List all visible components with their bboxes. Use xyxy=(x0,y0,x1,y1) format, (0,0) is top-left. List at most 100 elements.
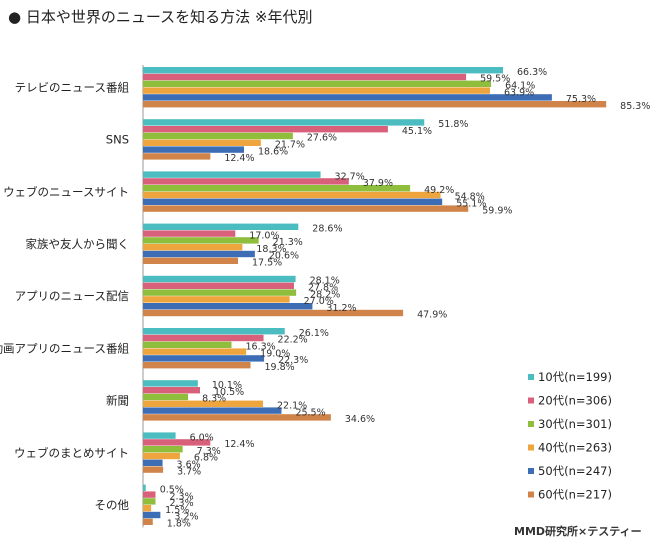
data-label: 17.5% xyxy=(252,258,282,269)
bar xyxy=(143,452,180,460)
source-credit: MMD研究所×テスティー xyxy=(514,525,642,538)
bar xyxy=(143,230,236,237)
legend-label: 20代(n=306) xyxy=(538,394,612,408)
data-label: 3.2% xyxy=(174,512,198,523)
data-label: 25.5% xyxy=(295,407,325,418)
bar xyxy=(143,237,259,244)
bar xyxy=(143,491,156,498)
legend-label: 30代(n=301) xyxy=(538,417,612,431)
data-label: 12.4% xyxy=(224,439,254,450)
legend-label: 40代(n=263) xyxy=(538,441,612,455)
data-label: 59.9% xyxy=(482,205,512,216)
data-label: 3.7% xyxy=(177,466,201,477)
bar xyxy=(143,178,349,185)
bar xyxy=(143,498,156,505)
legend-label: 50代(n=247) xyxy=(538,464,612,478)
bar xyxy=(143,119,425,126)
bar xyxy=(143,328,285,335)
bar xyxy=(143,466,164,473)
data-label: 1.5% xyxy=(165,505,189,516)
bar xyxy=(143,518,153,525)
category-label: アプリのニュース配信 xyxy=(15,289,129,303)
data-label: 28.2% xyxy=(310,289,340,300)
data-label: 18.6% xyxy=(258,146,288,157)
data-label: 8.3% xyxy=(202,394,226,405)
legend-swatch xyxy=(528,374,534,380)
data-label: 0.5% xyxy=(160,485,184,496)
data-label: 28.6% xyxy=(312,224,342,235)
bar xyxy=(143,73,467,81)
data-label: 27.8% xyxy=(308,283,338,294)
bar xyxy=(143,146,244,153)
data-label: 1.8% xyxy=(167,519,191,530)
bar xyxy=(143,80,492,87)
bar xyxy=(143,205,469,212)
bar xyxy=(143,439,211,446)
data-label: 27.6% xyxy=(307,133,337,144)
data-label: 85.3% xyxy=(620,101,650,112)
bar xyxy=(143,362,251,369)
chart-title: ● 日本や世界のニュースを知る方法 ※年代別 xyxy=(8,8,313,26)
bar xyxy=(143,296,290,303)
category-label: 新聞 xyxy=(106,394,129,408)
bar xyxy=(143,126,388,133)
data-label: 17.0% xyxy=(249,230,279,241)
bar xyxy=(143,432,176,439)
bar xyxy=(143,387,201,394)
data-label: 47.9% xyxy=(417,310,447,321)
bar xyxy=(143,407,282,414)
data-label: 59.5% xyxy=(480,74,510,85)
category-label: ウェブのニュースサイト xyxy=(3,185,129,199)
data-label: 55.1% xyxy=(456,199,486,210)
data-label: 6.8% xyxy=(194,453,218,464)
data-label: 75.3% xyxy=(566,94,596,105)
bar xyxy=(143,505,152,512)
category-label: SNS xyxy=(106,133,129,147)
data-label: 64.1% xyxy=(505,81,535,92)
bar xyxy=(143,446,183,453)
bar xyxy=(143,191,441,199)
category-label: 家族や友人から聞く xyxy=(26,237,130,251)
data-label: 37.9% xyxy=(363,178,393,189)
data-label: 10.1% xyxy=(212,380,242,391)
legend-swatch xyxy=(528,397,534,404)
legend-label: 60代(n=217) xyxy=(538,488,612,502)
data-label: 27.0% xyxy=(304,296,334,307)
bar xyxy=(143,289,297,296)
data-label: 63.9% xyxy=(504,87,534,98)
bar xyxy=(143,309,404,317)
legend-swatch xyxy=(528,491,534,498)
legend-swatch xyxy=(528,444,534,451)
category-label: テレビのニュース番組 xyxy=(15,80,130,94)
bar xyxy=(143,341,232,348)
bar xyxy=(143,348,247,355)
bar xyxy=(143,282,294,289)
data-label: 6.0% xyxy=(190,432,214,443)
bar xyxy=(143,511,161,519)
bar xyxy=(143,334,264,342)
data-label: 21.3% xyxy=(273,237,303,248)
bar xyxy=(143,459,163,466)
data-label: 2.3% xyxy=(169,491,193,502)
data-label: 16.3% xyxy=(246,342,276,353)
data-label: 31.2% xyxy=(326,303,356,314)
data-label: 19.8% xyxy=(265,362,295,373)
bar xyxy=(143,101,607,108)
bar xyxy=(143,87,490,94)
data-label: 18.3% xyxy=(256,244,286,255)
category-label: 動画アプリのニュース番組 xyxy=(0,341,129,355)
bar xyxy=(143,67,504,74)
data-label: 7.3% xyxy=(197,446,221,457)
bar xyxy=(143,414,331,421)
bar xyxy=(143,185,411,192)
data-label: 34.6% xyxy=(345,414,375,425)
data-label: 19.0% xyxy=(260,348,290,359)
data-label: 51.8% xyxy=(438,119,468,130)
bar xyxy=(143,244,243,251)
bar xyxy=(143,303,313,310)
bar xyxy=(143,198,443,205)
bar xyxy=(143,171,321,178)
data-label: 49.2% xyxy=(424,185,454,196)
bar xyxy=(143,257,239,264)
data-label: 22.1% xyxy=(277,401,307,412)
